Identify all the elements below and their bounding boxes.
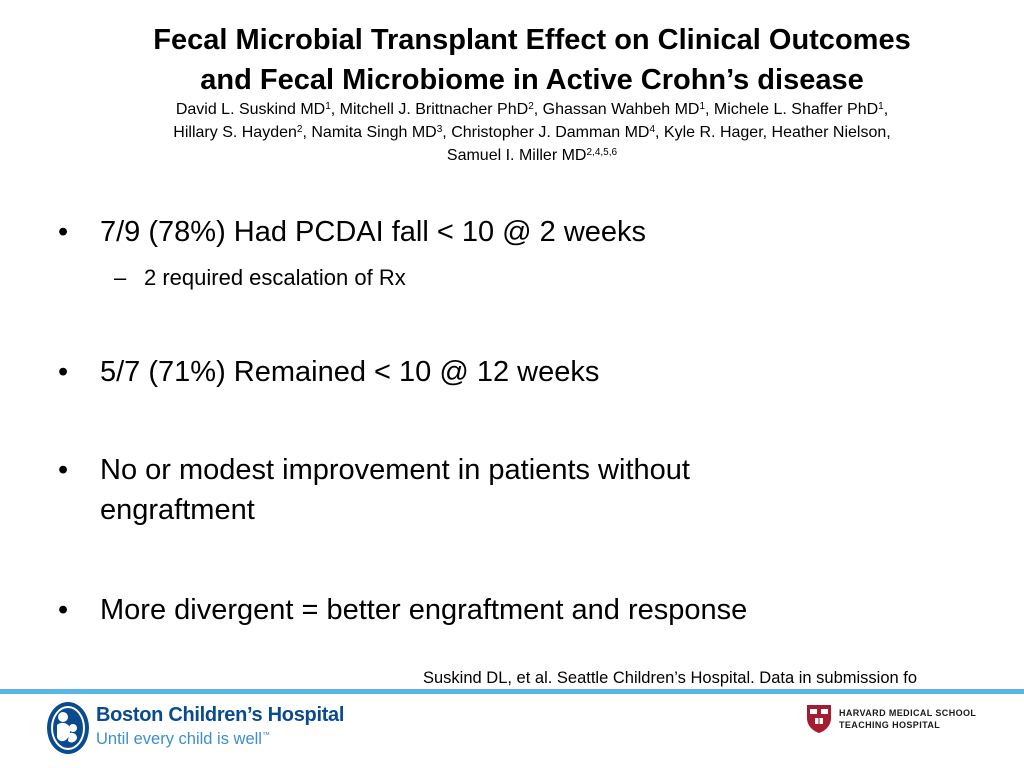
author-separator: , — [302, 124, 312, 141]
author-name: David L. Suskind MD — [175, 101, 326, 118]
author-line-3: Samuel I. Miller MD2,4,5,6 — [60, 144, 1004, 167]
sub-bullet-item: – 2 required escalation of Rx — [114, 264, 406, 292]
tagline-text: Until every child is well — [96, 730, 262, 748]
author-list: David L. Suskind MD1, Mitchell J. Brittn… — [60, 98, 1004, 167]
harvard-text: HARVARD MEDICAL SCHOOL TEACHING HOSPITAL — [839, 707, 976, 731]
author-name: Christopher J. Damman MD — [451, 124, 650, 141]
footer-divider — [0, 689, 1024, 694]
bullet-item: • No or modest improvement in patients w… — [58, 450, 818, 530]
author-name: Ghassan Wahbeh MD — [542, 101, 700, 118]
author-separator: , — [883, 101, 889, 118]
harvard-line-2: TEACHING HOSPITAL — [839, 720, 941, 730]
hospital-name: Boston Children’s Hospital — [96, 704, 345, 726]
author-line-2: Hillary S. Hayden2, Namita Singh MD3, Ch… — [60, 121, 1004, 144]
bullet-marker: • — [58, 454, 69, 486]
author-affiliation: 3 — [436, 124, 443, 135]
bullet-item: • 7/9 (78%) Had PCDAI fall < 10 @ 2 week… — [58, 212, 958, 252]
author-affiliation: 1 — [325, 101, 331, 112]
author-separator: , — [330, 101, 340, 118]
harvard-medical-school-logo: HARVARD MEDICAL SCHOOL TEACHING HOSPITAL — [806, 704, 1006, 736]
bullet-marker: • — [58, 356, 69, 388]
author-affiliation: 1 — [878, 101, 884, 112]
boston-childrens-logo: Boston Children’s Hospital Until every c… — [46, 701, 366, 757]
author-affiliation: 4 — [649, 124, 656, 135]
author-line-1: David L. Suskind MD1, Mitchell J. Brittn… — [60, 98, 1004, 121]
trademark-mark: ™ — [261, 730, 270, 740]
author-affiliation: 2 — [528, 101, 534, 112]
sub-bullet-marker: – — [114, 265, 127, 290]
bullet-item: • 5/7 (71%) Remained < 10 @ 12 weeks — [58, 352, 958, 392]
bullet-text: No or modest improvement in patients wit… — [100, 454, 690, 526]
author-name: Michele L. Shaffer PhD — [713, 101, 879, 118]
author-separator: , — [442, 124, 452, 141]
bullet-item: • More divergent = better engraftment an… — [58, 590, 958, 630]
author-name: Kyle R. Hager, Heather Nielson, — [663, 124, 891, 141]
bullet-text: 7/9 (78%) Had PCDAI fall < 10 @ 2 weeks — [100, 216, 647, 248]
bullet-text: 5/7 (71%) Remained < 10 @ 12 weeks — [100, 356, 600, 388]
author-name: Mitchell J. Brittnacher PhD — [339, 101, 529, 118]
harvard-line-1: HARVARD MEDICAL SCHOOL — [839, 708, 977, 718]
sub-bullet-text: 2 required escalation of Rx — [144, 265, 406, 290]
author-separator: , — [655, 124, 664, 141]
harvard-shield-icon — [807, 705, 831, 733]
mother-child-emblem-icon — [47, 702, 89, 754]
author-name: Samuel I. Miller MD — [446, 147, 587, 164]
title-line-1: Fecal Microbial Transplant Effect on Cli… — [153, 24, 911, 56]
title-line-2: and Fecal Microbiome in Active Crohn’s d… — [200, 64, 864, 96]
slide-title: Fecal Microbial Transplant Effect on Cli… — [40, 20, 1024, 100]
author-affiliation: 2,4,5,6 — [586, 147, 618, 158]
author-affiliation: 1 — [699, 101, 706, 112]
author-name: Hillary S. Hayden — [173, 124, 297, 141]
author-separator: , — [533, 101, 543, 118]
hospital-tagline: Until every child is well™ — [96, 730, 270, 749]
bullet-text: More divergent = better engraftment and … — [100, 594, 748, 626]
bullet-marker: • — [58, 216, 69, 248]
author-name: Namita Singh MD — [311, 124, 437, 141]
bullet-marker: • — [58, 594, 69, 626]
author-separator: , — [705, 101, 714, 118]
citation-text: Suskind DL, et al. Seattle Children’s Ho… — [423, 669, 918, 687]
author-affiliation: 2 — [296, 124, 303, 135]
